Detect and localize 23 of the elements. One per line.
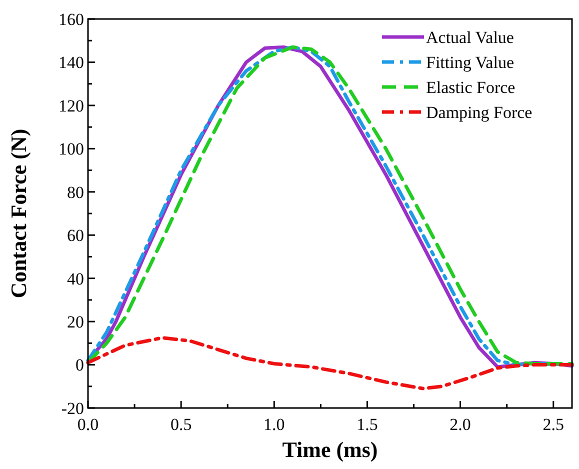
y-tick-label: 160 xyxy=(58,10,84,29)
x-tick-label: 2.0 xyxy=(450,415,471,434)
x-tick-label: 0.0 xyxy=(77,415,99,434)
x-tick-label: 1.5 xyxy=(356,415,378,434)
y-tick-label: 20 xyxy=(67,312,84,332)
x-axis-title: Time (ms) xyxy=(282,437,378,462)
y-tick-label: 100 xyxy=(58,140,84,159)
y-tick-label: 120 xyxy=(58,96,84,116)
y-tick-label: 140 xyxy=(58,53,84,72)
x-tick-label: 0.5 xyxy=(170,415,192,434)
x-tick-label: 1.0 xyxy=(264,415,285,434)
line-series xyxy=(86,336,574,390)
y-tick-label: 40 xyxy=(67,269,84,288)
legend-label: Damping Force xyxy=(426,102,532,122)
legend-label: Elastic Force xyxy=(426,78,516,97)
y-tick-label: 0 xyxy=(76,356,84,375)
legend-label: Actual Value xyxy=(426,28,514,47)
x-tick-label: 2.5 xyxy=(542,415,564,434)
y-axis-title: Contact Force (N) xyxy=(6,128,31,298)
y-tick-label: -20 xyxy=(61,398,84,418)
legend-label: Fitting Value xyxy=(426,52,514,72)
y-tick-label: 80 xyxy=(67,182,84,202)
y-tick-label: 60 xyxy=(67,226,84,246)
